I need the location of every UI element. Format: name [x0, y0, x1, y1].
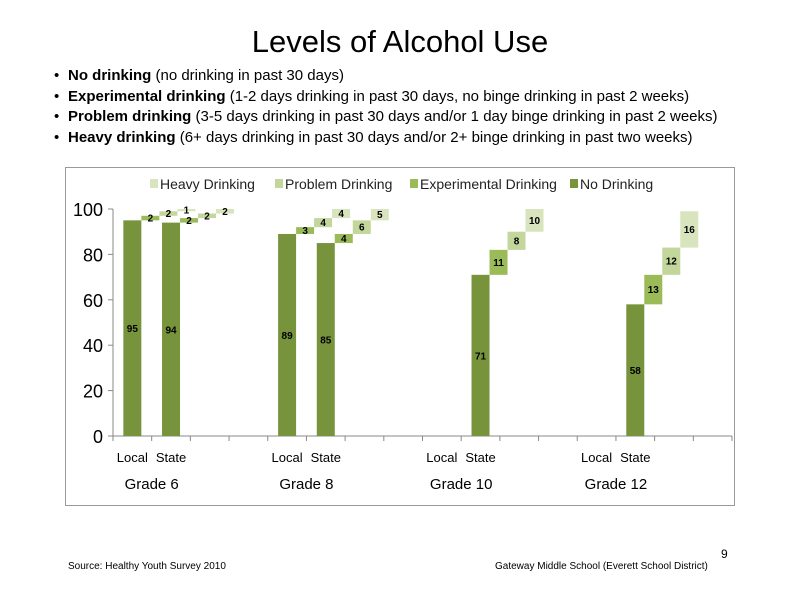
definition-desc: (3-5 days drinking in past 30 days and/o… — [191, 108, 718, 125]
data-label: 12 — [666, 257, 678, 268]
x-subcategory-label: Local — [426, 450, 457, 465]
data-label: 2 — [204, 211, 210, 222]
bar-no-drinking — [162, 222, 181, 436]
data-label: 4 — [320, 218, 326, 229]
definition-list: No drinking (no drinking in past 30 days… — [54, 66, 718, 148]
definition-term: Problem drinking — [68, 108, 192, 125]
y-tick-label: 0 — [93, 427, 103, 447]
legend-swatch — [570, 179, 578, 188]
bar-problem-drinking — [159, 211, 178, 216]
bar-experimental-drinking — [180, 218, 199, 223]
data-label: 85 — [320, 336, 332, 347]
x-subcategory-label: State — [465, 450, 495, 465]
x-group-label: Grade 12 — [585, 476, 648, 493]
bar-heavy-drinking — [332, 209, 351, 219]
bar-no-drinking — [471, 274, 490, 436]
bar-problem-drinking — [198, 213, 217, 219]
slide-title: Levels of Alcohol Use — [251, 24, 549, 59]
legend-label: Experimental Drinking — [420, 176, 557, 192]
y-tick-label: 100 — [73, 200, 103, 220]
x-subcategory-label: State — [311, 450, 341, 465]
bar-problem-drinking — [352, 220, 371, 234]
bar-heavy-drinking — [177, 209, 196, 212]
definition-desc: (6+ days drinking in past 30 days and/or… — [175, 128, 693, 146]
definition-item: Problem drinking (3-5 days drinking in p… — [54, 107, 718, 128]
data-label: 89 — [282, 331, 294, 342]
bar-heavy-drinking — [525, 209, 544, 232]
school-name: Gateway Middle School (Everett School Di… — [495, 561, 708, 572]
x-subcategory-label: State — [156, 450, 186, 465]
x-group-label: Grade 8 — [279, 476, 333, 493]
bar-no-drinking — [626, 304, 645, 436]
y-tick-label: 60 — [83, 291, 103, 311]
chart-frame — [65, 167, 735, 506]
data-label: 2 — [166, 209, 172, 220]
definition-item: Heavy drinking (6+ days drinking in past… — [54, 128, 718, 149]
definition-item: No drinking (no drinking in past 30 days… — [54, 66, 718, 87]
definition-term: Experimental drinking — [68, 87, 226, 105]
data-label: 13 — [648, 285, 660, 296]
x-group-label: Grade 6 — [125, 476, 179, 493]
data-label: 2 — [222, 207, 228, 218]
y-tick-label: 40 — [83, 336, 103, 356]
legend-label: Heavy Drinking — [160, 176, 255, 192]
data-label: 5 — [377, 210, 383, 221]
bar-heavy-drinking — [216, 209, 235, 214]
bar-problem-drinking — [507, 231, 526, 250]
x-subcategory-label: State — [620, 450, 650, 465]
bar-no-drinking — [123, 220, 142, 436]
legend-swatch — [150, 179, 158, 188]
x-subcategory-label: Local — [581, 450, 612, 465]
page-number: 9 — [721, 547, 728, 561]
data-label: 6 — [359, 223, 365, 234]
x-group-label: Grade 10 — [430, 476, 493, 493]
y-tick-label: 80 — [83, 245, 103, 265]
definition-desc: (1-2 days drinking in past 30 days, no b… — [225, 87, 690, 105]
bar-heavy-drinking — [370, 209, 389, 221]
data-label: 8 — [514, 236, 520, 247]
x-subcategory-label: Local — [117, 450, 148, 465]
legend-swatch — [410, 179, 418, 188]
data-label: 71 — [475, 351, 487, 362]
data-label: 16 — [684, 225, 696, 236]
data-label: 3 — [302, 226, 308, 237]
bar-no-drinking — [278, 233, 297, 436]
bar-experimental-drinking — [489, 249, 508, 275]
bar-experimental-drinking — [296, 227, 315, 234]
data-label: 58 — [630, 366, 642, 377]
source-note: Source: Healthy Youth Survey 2010 — [68, 561, 226, 572]
y-tick-label: 20 — [83, 382, 103, 402]
definition-desc: (no drinking in past 30 days) — [151, 67, 344, 84]
data-label: 11 — [493, 258, 504, 269]
definition-term: No drinking — [68, 67, 152, 84]
data-label: 2 — [148, 214, 154, 225]
data-label: 94 — [165, 325, 177, 336]
data-label: 1 — [184, 206, 190, 217]
bar-experimental-drinking — [334, 233, 353, 244]
definition-term: Heavy drinking — [68, 128, 176, 146]
data-label: 4 — [341, 234, 347, 245]
data-label: 95 — [127, 324, 139, 335]
x-subcategory-label: Local — [272, 450, 303, 465]
definition-item: Experimental drinking (1-2 days drinking… — [54, 87, 718, 108]
bar-problem-drinking — [314, 218, 333, 228]
data-label: 4 — [338, 209, 344, 220]
bar-experimental-drinking — [644, 274, 663, 305]
legend-label: Problem Drinking — [285, 176, 392, 192]
legend-label: No Drinking — [580, 176, 653, 192]
bar-problem-drinking — [662, 247, 681, 275]
bar-experimental-drinking — [141, 215, 160, 221]
bar-heavy-drinking — [680, 211, 699, 248]
data-label: 2 — [186, 216, 192, 227]
legend-swatch — [275, 179, 283, 188]
bar-no-drinking — [316, 243, 335, 436]
data-label: 10 — [529, 216, 541, 227]
